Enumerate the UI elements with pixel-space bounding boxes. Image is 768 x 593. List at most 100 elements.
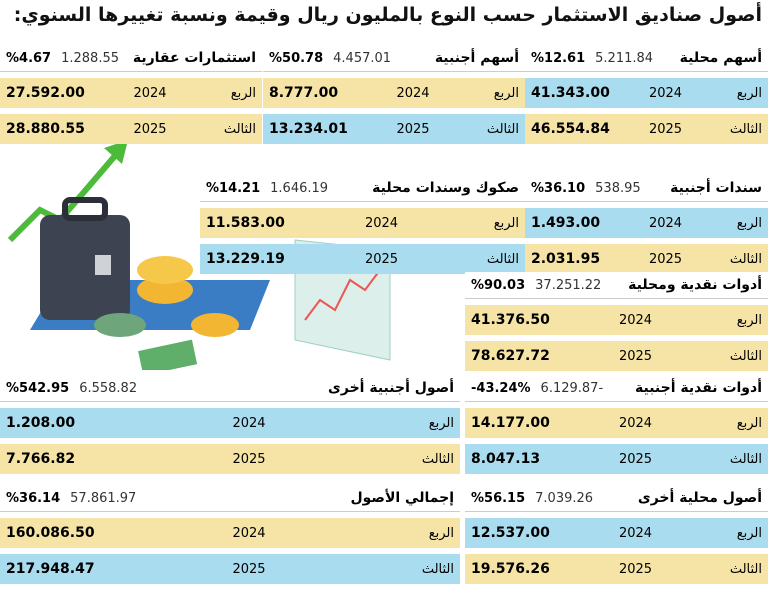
asset-block: سندات أجنبية 538.95 %36.10 الربع 2024 1.493.0…: [525, 175, 768, 274]
year: 2024: [396, 85, 430, 101]
year: 2024: [133, 85, 167, 101]
change-percent: %90.03: [471, 277, 526, 293]
year: 2025: [232, 451, 266, 467]
quarter: الربع: [493, 85, 519, 101]
change-value: 6.129.87-: [540, 380, 604, 396]
value: 8.777.00: [269, 85, 339, 101]
value: 41.343.00: [531, 85, 610, 101]
block-header: أدوات نقدية أجنبية 6.129.87- -43.24%: [465, 375, 768, 402]
title: أصول صناديق الاستثمار حسب النوع بالمليون…: [13, 4, 762, 26]
period-row: الربع 2024 14.177.00: [465, 408, 768, 438]
value: 12.537.00: [471, 525, 550, 541]
value: 1.208.00: [6, 415, 76, 431]
change-percent: %542.95: [6, 380, 70, 396]
change-percent: %14.21: [206, 180, 261, 196]
value: 217.948.47: [6, 561, 95, 577]
change-value: 538.95: [595, 180, 641, 196]
change-value: 7.039.26: [535, 490, 594, 506]
period-row: الربع 2024 12.537.00: [465, 518, 768, 548]
year: 2025: [648, 121, 683, 137]
period-row: الربع 2024 8.777.00: [263, 78, 525, 108]
year: 2025: [618, 561, 653, 577]
quarter: الثالث: [729, 121, 762, 137]
quarter: الربع: [736, 415, 762, 431]
quarter: الربع: [230, 85, 256, 101]
quarter: الثالث: [486, 121, 519, 137]
block-header: أسهم محلية 5.211.84 %12.61: [525, 45, 768, 72]
value: 78.627.72: [471, 348, 550, 364]
asset-name: سندات أجنبية: [670, 180, 762, 196]
value: 7.766.82: [6, 451, 76, 467]
period-row: الثالث 2025 46.554.84: [525, 114, 768, 144]
year: 2024: [364, 215, 399, 231]
change-value: 1.288.55: [61, 50, 119, 66]
asset-name: إجمالي الأصول: [350, 490, 454, 506]
value: 2.031.95: [531, 251, 601, 267]
change-percent: %56.15: [471, 490, 526, 506]
asset-name: صكوك وسندات محلية: [372, 180, 519, 196]
period-row: الثالث 2025 13.229.19: [200, 244, 525, 274]
year: 2024: [648, 85, 683, 101]
period-row: الربع 2024 11.583.00: [200, 208, 525, 238]
block-header: إجمالي الأصول 57.861.97 %36.14: [0, 485, 460, 512]
period-row: الثالث 2025 13.234.01: [263, 114, 525, 144]
year: 2024: [232, 415, 266, 431]
year: 2024: [618, 525, 653, 541]
asset-block: أصول محلية أخرى 7.039.26 %56.15 الربع 2024 12…: [465, 485, 768, 584]
value: 41.376.50: [471, 312, 550, 328]
year: 2025: [618, 451, 653, 467]
asset-block: استثمارات عقارية 1.288.55 %4.67 الربع 2024 27…: [0, 45, 262, 144]
asset-block: أسهم أجنبية 4.457.01 %50.78 الربع 2024 8.777.…: [263, 45, 525, 144]
coin: [137, 256, 193, 284]
quarter: الثالث: [223, 121, 256, 137]
block-header: أدوات نقدية ومحلية 37.251.22 %90.03: [465, 272, 768, 299]
block-header: أصول أجنبية أخرى 6.558.82 %542.95: [0, 375, 460, 402]
period-row: الثالث 2025 217.948.47: [0, 554, 460, 584]
quarter: الثالث: [729, 348, 762, 364]
period-row: الربع 2024 1.493.00: [525, 208, 768, 238]
value: 46.554.84: [531, 121, 610, 137]
quarter: الثالث: [729, 561, 762, 577]
year: 2025: [396, 121, 430, 137]
change-value: 5.211.84: [595, 50, 654, 66]
value: 28.880.55: [6, 121, 85, 137]
quarter: الربع: [736, 85, 762, 101]
period-row: الثالث 2025 7.766.82: [0, 444, 460, 474]
asset-name: أصول محلية أخرى: [637, 490, 762, 506]
value: 11.583.00: [206, 215, 285, 231]
change-value: 1.646.19: [270, 180, 329, 196]
briefcase: [40, 215, 130, 320]
value: 27.592.00: [6, 85, 85, 101]
period-row: الربع 2024 41.343.00: [525, 78, 768, 108]
period-row: الثالث 2025 78.627.72: [465, 341, 768, 371]
quarter: الثالث: [421, 451, 454, 467]
period-row: الربع 2024 1.208.00: [0, 408, 460, 438]
block-header: أصول محلية أخرى 7.039.26 %56.15: [465, 485, 768, 512]
change-percent: -43.24%: [471, 380, 531, 396]
chart-line: [304, 269, 381, 321]
change-percent: %36.14: [6, 490, 61, 506]
change-value: 6.558.82: [79, 380, 138, 396]
asset-block: صكوك وسندات محلية 1.646.19 %14.21 الربع 2024…: [200, 175, 525, 274]
block-header: سندات أجنبية 538.95 %36.10: [525, 175, 768, 202]
value: 160.086.50: [6, 525, 95, 541]
period-row: الربع 2024 41.376.50: [465, 305, 768, 335]
quarter: الربع: [428, 415, 454, 431]
asset-block: أسهم محلية 5.211.84 %12.61 الربع 2024 41.343.…: [525, 45, 768, 144]
period-row: الثالث 2025 28.880.55: [0, 114, 262, 144]
value: 1.493.00: [531, 215, 601, 231]
block-header: صكوك وسندات محلية 1.646.19 %14.21: [200, 175, 525, 202]
asset-block: إجمالي الأصول 57.861.97 %36.14 الربع 2024 160…: [0, 485, 460, 584]
year: 2025: [648, 251, 683, 267]
period-row: الثالث 2025 19.576.26: [465, 554, 768, 584]
year: 2025: [133, 121, 167, 137]
quarter: الربع: [736, 215, 762, 231]
year: 2024: [618, 415, 653, 431]
change-percent: %12.61: [531, 50, 586, 66]
year: 2024: [232, 525, 266, 541]
asset-block: أصول أجنبية أخرى 6.558.82 %542.95 الربع 2024…: [0, 375, 460, 474]
period-row: الربع 2024 27.592.00: [0, 78, 262, 108]
change-value: 57.861.97: [70, 490, 137, 506]
block-header: أسهم أجنبية 4.457.01 %50.78: [263, 45, 525, 72]
